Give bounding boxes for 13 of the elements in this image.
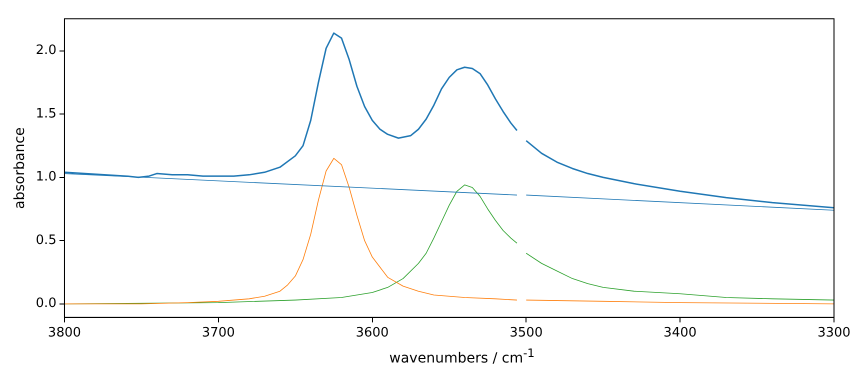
x-axis-title: wavenumbers / cm$^{-1}$ bbox=[388, 346, 536, 367]
x-tick-label: 3700 bbox=[202, 326, 235, 341]
y-tick-label: 0.5 bbox=[36, 232, 56, 248]
y-axis-title: absorbance bbox=[12, 127, 28, 209]
y-tick-label: 0.0 bbox=[36, 296, 56, 312]
y-tick-label: 1.0 bbox=[36, 170, 56, 185]
y-tick-label: 1.5 bbox=[36, 106, 56, 122]
x-tick-label: 3500 bbox=[510, 326, 543, 341]
x-tick-label: 3800 bbox=[48, 326, 82, 341]
x-tick-label: 3400 bbox=[664, 326, 697, 341]
y-tick-label: 2.0 bbox=[36, 43, 56, 58]
x-tick-label: 3600 bbox=[356, 326, 389, 341]
x-tick-label: 3300 bbox=[817, 326, 851, 341]
